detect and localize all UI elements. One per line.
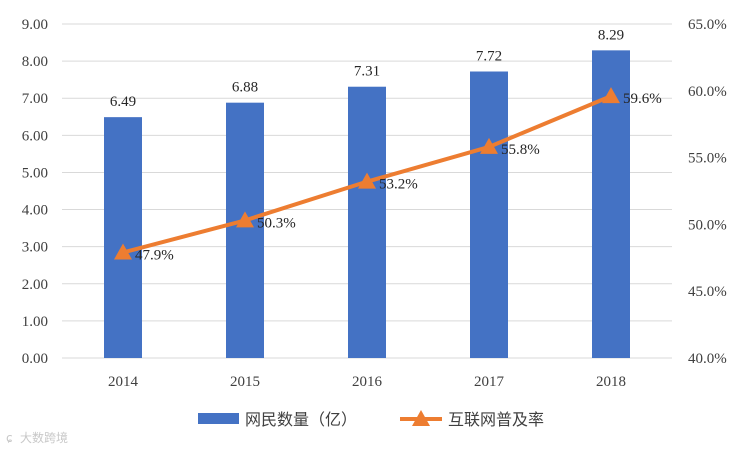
y-axis-left: 0.00 1.00 2.00 3.00 4.00 5.00 6.00 7.00 8.00 9.00 xyxy=(22,17,48,367)
y-axis-right: 40.0% 45.0% 50.0% 55.0% 60.0% 65.0% xyxy=(688,17,727,367)
y-right-tick-label: 45.0% xyxy=(688,284,727,300)
x-tick-label: 2018 xyxy=(596,374,626,390)
watermark-logo-icon: ɕ xyxy=(6,431,13,445)
bar xyxy=(104,117,142,358)
line-point-marker xyxy=(114,243,132,260)
line-point-marker xyxy=(236,211,254,228)
x-tick-label: 2014 xyxy=(108,374,139,390)
y-left-tick-label: 7.00 xyxy=(22,91,48,107)
bar-series xyxy=(104,50,630,359)
watermark-text: 大数跨境 xyxy=(20,430,68,445)
line-data-label: 47.9% xyxy=(135,247,174,263)
bar-data-label: 6.88 xyxy=(232,80,258,96)
data-labels: 6.49 6.88 7.31 7.72 8.29 47.9% 50.3% 53.2% 55.8%… xyxy=(110,27,662,263)
x-tick-label: 2017 xyxy=(474,374,505,390)
y-left-tick-label: 4.00 xyxy=(22,203,48,219)
line-data-label: 53.2% xyxy=(379,177,418,193)
line-point-marker xyxy=(480,137,498,154)
y-right-tick-label: 60.0% xyxy=(688,84,727,100)
y-left-tick-label: 8.00 xyxy=(22,54,48,70)
bar xyxy=(348,86,386,359)
y-left-tick-label: 3.00 xyxy=(22,240,48,256)
bar-data-label: 7.31 xyxy=(354,64,380,80)
y-left-tick-label: 6.00 xyxy=(22,128,48,144)
y-right-tick-label: 55.0% xyxy=(688,151,727,167)
watermark: ɕ 大数跨境 xyxy=(6,430,68,445)
legend-swatch-bar xyxy=(198,413,239,424)
y-left-tick-label: 5.00 xyxy=(22,165,48,181)
bar xyxy=(470,71,508,358)
line-data-label: 50.3% xyxy=(257,215,296,231)
y-left-tick-label: 1.00 xyxy=(22,314,48,330)
bar xyxy=(226,102,264,358)
line-series xyxy=(114,87,620,260)
legend-label-bar: 网民数量（亿） xyxy=(245,410,357,429)
y-left-tick-label: 0.00 xyxy=(22,351,48,367)
line-data-label: 59.6% xyxy=(623,91,662,107)
y-right-tick-label: 40.0% xyxy=(688,351,727,367)
x-tick-label: 2015 xyxy=(230,374,260,390)
y-right-tick-label: 50.0% xyxy=(688,217,727,233)
line-point-marker xyxy=(602,87,620,104)
bar-data-label: 6.49 xyxy=(110,94,136,110)
bar-data-label: 8.29 xyxy=(598,27,624,43)
legend-label-line: 互联网普及率 xyxy=(448,410,544,429)
x-axis: 2014 2015 2016 2017 2018 xyxy=(62,357,672,390)
line-data-label: 55.8% xyxy=(501,142,540,158)
y-left-tick-label: 2.00 xyxy=(22,277,48,293)
y-right-tick-label: 65.0% xyxy=(688,17,727,33)
legend-marker-triangle xyxy=(412,410,430,426)
bar-data-label: 7.72 xyxy=(476,49,502,65)
x-tick-label: 2016 xyxy=(352,374,383,390)
legend: 网民数量（亿） 互联网普及率 xyxy=(198,410,544,429)
y-left-tick-label: 9.00 xyxy=(22,17,48,33)
line-point-marker xyxy=(358,172,376,189)
